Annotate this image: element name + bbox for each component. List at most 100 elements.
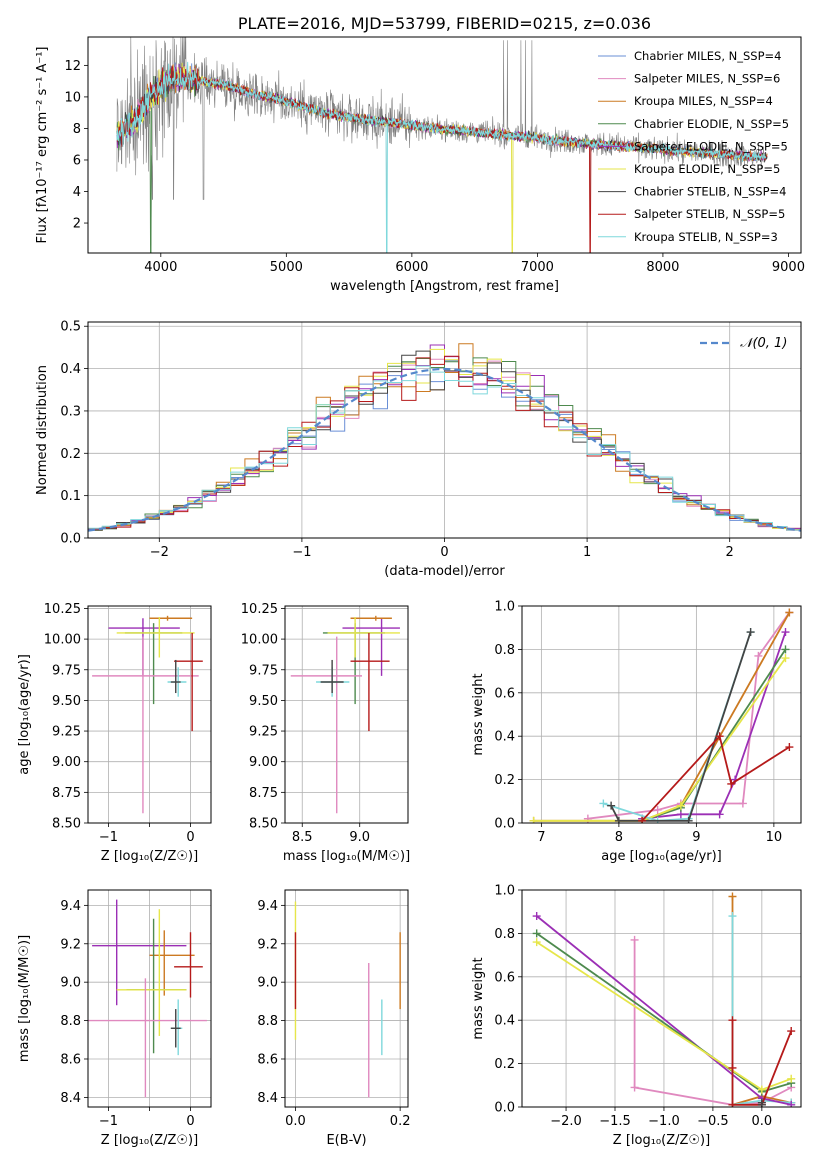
- y-tick-label: 9.25: [249, 725, 278, 740]
- x-tick-label: 9000: [772, 260, 805, 275]
- plot-frame-weight_vs_age: [521, 605, 802, 824]
- weight-marker: [607, 801, 616, 810]
- legend-normal-label: 𝒩(0, 1): [740, 336, 787, 351]
- errorbar-point-8: [170, 659, 181, 694]
- weight-marker: [728, 912, 737, 921]
- y-tick-label: 9.2: [257, 937, 278, 952]
- y-tick-label: 12: [64, 59, 81, 74]
- plot-frame-residuals: [87, 321, 802, 539]
- plot-frame-age_vs_mass: [284, 605, 409, 824]
- x-tick-label: −1: [292, 545, 311, 560]
- y-tick-label: 0.6: [494, 686, 515, 701]
- weight-marker: [785, 608, 794, 617]
- y-tick-label: 8.6: [257, 1052, 278, 1067]
- errorbar-point-5: [290, 636, 363, 814]
- y-tick-label: 8.50: [52, 817, 81, 832]
- x-axis-label: age [log₁₀(age/yr)]: [601, 849, 722, 864]
- weight-marker: [781, 645, 790, 654]
- legend-entry: Salpeter STELIB, N_SSP=5: [634, 207, 785, 221]
- y-axis-label: mass weight: [471, 673, 486, 755]
- y-tick-label: 9.0: [257, 976, 278, 991]
- y-tick-label: 8.4: [60, 1091, 81, 1106]
- y-tick-label: 4: [73, 185, 81, 200]
- weight-marker: [757, 1098, 766, 1107]
- chart-title: PLATE=2016, MJD=53799, FIBERID=0215, z=0…: [238, 14, 651, 33]
- weight-marker: [599, 799, 608, 808]
- y-tick-label: 1.0: [494, 884, 515, 899]
- weight-marker: [676, 801, 685, 810]
- errorbar-point-7: [170, 999, 183, 1056]
- y-tick-label: 8.75: [52, 786, 81, 801]
- x-tick-label: 5000: [270, 260, 303, 275]
- y-tick-label: 0.5: [60, 320, 81, 335]
- axes-mass_vs_ebv: [281, 890, 408, 1111]
- x-axis-label: Z [log₁₀(Z/Z☉)]: [613, 1133, 710, 1148]
- weight-marker: [746, 628, 755, 637]
- weight-marker: [630, 935, 639, 944]
- errorbar-point-1: [342, 618, 400, 676]
- x-tick-label: 0.2: [390, 1114, 411, 1129]
- y-tick-label: 1.0: [494, 600, 515, 615]
- y-axis-label: Normed distribution: [35, 365, 50, 495]
- weight-marker: [684, 816, 693, 823]
- axes-mass_vs_z: [84, 890, 211, 1111]
- weight-marker: [532, 912, 541, 921]
- weight-marker: [738, 799, 747, 808]
- y-tick-label: 0.8: [494, 643, 515, 658]
- weight-marker: [614, 816, 623, 823]
- weight-line-7: [610, 631, 752, 822]
- y-tick-label: 0.6: [494, 970, 515, 985]
- x-tick-label: −1.0: [648, 1114, 680, 1129]
- errorbar-point-3: [124, 623, 183, 705]
- x-tick-label: 8.5: [292, 830, 313, 845]
- plot-frame-mass_vs_z: [87, 889, 212, 1108]
- weight-line-2: [641, 631, 787, 820]
- x-tick-label: 0: [440, 545, 448, 560]
- weight-marker: [727, 779, 736, 788]
- y-tick-label: 8: [73, 122, 81, 137]
- errorbar-point-6: [350, 632, 390, 732]
- y-tick-label: 9.4: [257, 899, 278, 914]
- weight-marker: [728, 892, 737, 901]
- y-tick-label: 0.4: [494, 730, 515, 745]
- y-tick-label: 9.50: [52, 694, 81, 709]
- errorbar-point-6: [174, 632, 203, 732]
- axes-age_vs_z: [84, 606, 211, 827]
- y-tick-label: 6: [73, 153, 81, 168]
- errorbar-point-2: [149, 615, 193, 621]
- x-tick-label: 8000: [646, 260, 679, 275]
- weight-marker: [532, 929, 541, 938]
- y-tick-label: 0.2: [60, 447, 81, 462]
- x-axis-label: (data-model)/error: [384, 564, 505, 579]
- weight-marker: [781, 654, 790, 663]
- errorbar-point-3: [126, 918, 187, 1054]
- y-axis-label: mass [log₁₀(M/M☉)]: [17, 935, 32, 1062]
- y-tick-label: 0.3: [60, 404, 81, 419]
- y-tick-label: 9.0: [60, 976, 81, 991]
- weight-marker: [787, 1027, 796, 1036]
- weight-line-3: [533, 612, 791, 822]
- y-tick-label: 8.8: [257, 1014, 278, 1029]
- y-tick-label: 9.00: [52, 755, 81, 770]
- x-tick-label: −2.0: [550, 1114, 582, 1129]
- y-tick-label: 8.75: [249, 786, 278, 801]
- y-tick-label: 9.4: [60, 899, 81, 914]
- errorbar-point-2: [350, 615, 392, 621]
- x-tick-label: 1: [583, 545, 591, 560]
- y-tick-label: 2: [73, 217, 81, 232]
- weight-marker: [653, 805, 662, 814]
- y-tick-label: 9.75: [249, 663, 278, 678]
- weight-marker: [728, 1100, 737, 1107]
- weight-line-5: [533, 657, 787, 822]
- weight-marker: [715, 810, 724, 819]
- y-axis-label: mass weight: [471, 957, 486, 1039]
- weight-marker: [630, 1083, 639, 1092]
- y-tick-label: 8.6: [60, 1052, 81, 1067]
- weight-marker: [728, 1063, 737, 1072]
- y-tick-label: 10.25: [241, 602, 278, 617]
- x-tick-label: 9: [692, 830, 700, 845]
- weight-marker: [787, 1100, 796, 1107]
- y-axis-label: Flux [fλ10⁻¹⁷ erg cm⁻² s⁻¹ A⁻¹]: [35, 47, 50, 244]
- x-tick-label: 0: [186, 1114, 194, 1129]
